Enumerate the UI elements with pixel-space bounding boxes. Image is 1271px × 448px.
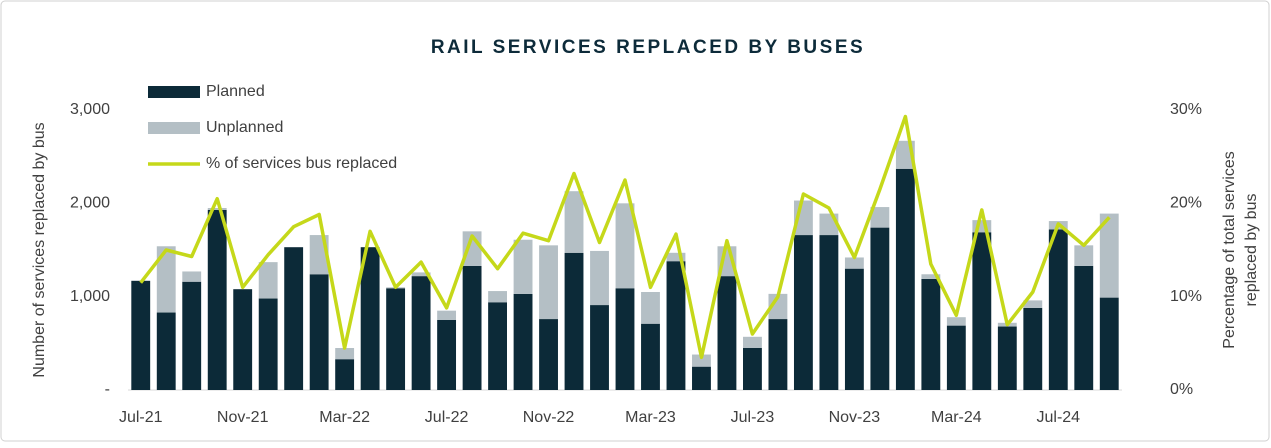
bar bbox=[793, 235, 813, 390]
bar bbox=[539, 319, 558, 390]
bar bbox=[717, 276, 737, 390]
y-tick-label: - bbox=[105, 381, 110, 398]
bar bbox=[258, 298, 278, 390]
bar bbox=[615, 203, 635, 289]
legend-label: % of services bus replaced bbox=[206, 155, 397, 172]
x-tick-label: Jul-24 bbox=[1036, 409, 1080, 426]
y2-tick-label: 10% bbox=[1170, 288, 1202, 305]
bar bbox=[844, 268, 864, 390]
bar bbox=[666, 261, 686, 390]
y2-tick-label: 20% bbox=[1170, 195, 1202, 212]
bar bbox=[819, 235, 839, 390]
bar bbox=[335, 359, 355, 390]
bar bbox=[207, 209, 227, 390]
bar bbox=[335, 348, 355, 360]
bar bbox=[921, 278, 941, 390]
bar bbox=[870, 227, 890, 390]
bar bbox=[437, 320, 457, 390]
bar bbox=[615, 288, 635, 390]
bar bbox=[1074, 265, 1094, 390]
bar bbox=[921, 274, 941, 279]
y-tick-label: 3,000 bbox=[70, 101, 110, 118]
bar bbox=[946, 317, 966, 326]
bar bbox=[997, 326, 1017, 390]
x-tick-label: Mar-23 bbox=[625, 409, 676, 426]
bar bbox=[182, 281, 202, 390]
bar bbox=[1023, 307, 1043, 390]
x-tick-label: Jul-22 bbox=[425, 409, 469, 426]
bar bbox=[156, 312, 176, 390]
bar bbox=[411, 272, 431, 277]
bar bbox=[564, 191, 584, 253]
bar bbox=[768, 293, 788, 320]
bar bbox=[666, 252, 686, 262]
bar bbox=[233, 289, 253, 390]
bar bbox=[437, 310, 457, 320]
bar bbox=[513, 293, 533, 390]
y2-tick-label: 0% bbox=[1170, 381, 1193, 398]
bar bbox=[488, 302, 507, 390]
bar bbox=[309, 274, 329, 390]
bar bbox=[462, 265, 482, 390]
bar bbox=[844, 257, 864, 269]
bar bbox=[488, 291, 507, 303]
bar bbox=[870, 207, 890, 228]
bar bbox=[207, 208, 227, 210]
line-series bbox=[139, 114, 1111, 360]
bar bbox=[156, 246, 176, 313]
bar bbox=[386, 288, 406, 390]
bar bbox=[895, 168, 915, 390]
y-tick-label: 2,000 bbox=[70, 195, 110, 212]
bar bbox=[1099, 213, 1119, 298]
x-tick-label: Nov-22 bbox=[523, 409, 575, 426]
bar bbox=[743, 336, 762, 348]
bar bbox=[1074, 245, 1094, 266]
bar bbox=[768, 319, 788, 390]
bar bbox=[1099, 297, 1119, 390]
y-axis-title: Number of services replaced by bus bbox=[31, 122, 48, 377]
bar bbox=[743, 348, 762, 390]
bar bbox=[360, 247, 380, 390]
y-tick-label: 1,000 bbox=[70, 288, 110, 305]
chart-title: RAIL SERVICES REPLACED BY BUSES bbox=[431, 37, 865, 58]
x-tick-label: Nov-21 bbox=[217, 409, 269, 426]
x-tick-label: Jul-21 bbox=[119, 409, 163, 426]
bar bbox=[182, 271, 202, 282]
y2-axis-title: Percentage of total services bbox=[1221, 151, 1238, 348]
legend-label: Planned bbox=[206, 83, 265, 100]
bar bbox=[692, 366, 711, 390]
y2-axis-title: replaced by bus bbox=[1243, 194, 1260, 307]
bar bbox=[946, 325, 966, 390]
bar bbox=[539, 245, 558, 320]
bar bbox=[258, 262, 278, 299]
bar bbox=[641, 292, 660, 324]
bar bbox=[513, 239, 533, 294]
legend-swatch bbox=[148, 86, 200, 98]
x-tick-label: Mar-22 bbox=[319, 409, 370, 426]
bar bbox=[411, 276, 431, 390]
x-tick-label: Mar-24 bbox=[931, 409, 982, 426]
bar bbox=[972, 232, 992, 390]
x-tick-label: Jul-23 bbox=[731, 409, 775, 426]
y2-tick-label: 30% bbox=[1170, 101, 1202, 118]
legend-swatch bbox=[148, 122, 200, 134]
bar bbox=[590, 305, 609, 390]
x-tick-label: Nov-23 bbox=[829, 409, 881, 426]
bar bbox=[131, 280, 151, 390]
bar bbox=[641, 323, 660, 390]
legend-label: Unplanned bbox=[206, 119, 283, 136]
bar bbox=[564, 252, 584, 390]
bar bbox=[1023, 300, 1043, 308]
bar bbox=[1048, 229, 1068, 390]
bar bbox=[284, 247, 304, 390]
bar bbox=[692, 354, 711, 367]
bar bbox=[590, 250, 609, 306]
